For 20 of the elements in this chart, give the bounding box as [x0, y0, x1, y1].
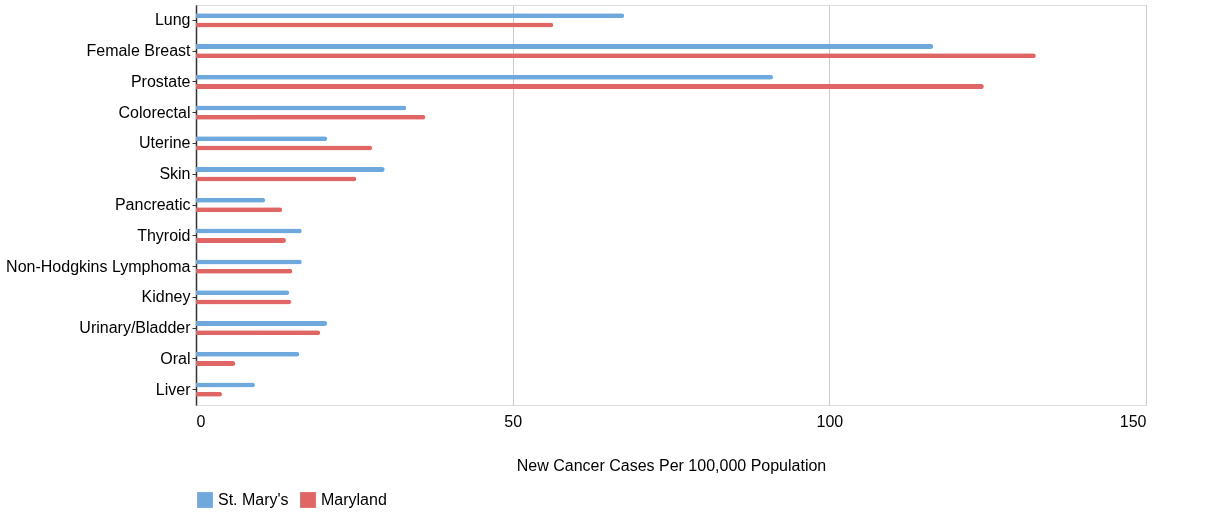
legend-label: Maryland	[321, 491, 387, 508]
y-tick-label: Lung	[154, 11, 191, 29]
x-tick-label: 0	[196, 412, 206, 430]
y-tick-label: Prostate	[130, 72, 191, 90]
y-tick-label: Urinary/Bladder	[79, 319, 192, 337]
x-axis-title: New Cancer Cases Per 100,000 Population	[516, 456, 827, 474]
y-tick-label: Female Breast	[86, 42, 192, 60]
legend-label: St. Mary's	[218, 491, 289, 508]
y-tick-label: Uterine	[138, 134, 191, 152]
y-tick-label: Oral	[160, 349, 191, 367]
y-tick-label: Colorectal	[118, 103, 191, 121]
x-tick-label: 150	[1119, 412, 1147, 430]
y-tick-label: Non-Hodgkins Lymphoma	[6, 257, 191, 275]
x-tick-label: 100	[816, 412, 844, 430]
y-tick-label: Pancreatic	[114, 196, 191, 213]
y-tick-label: Skin	[159, 165, 191, 183]
y-tick-label: Liver	[155, 380, 192, 398]
y-tick-label: Thyroid	[137, 226, 191, 244]
y-tick-label: Kidney	[141, 288, 191, 306]
x-tick-label: 50	[504, 412, 523, 430]
